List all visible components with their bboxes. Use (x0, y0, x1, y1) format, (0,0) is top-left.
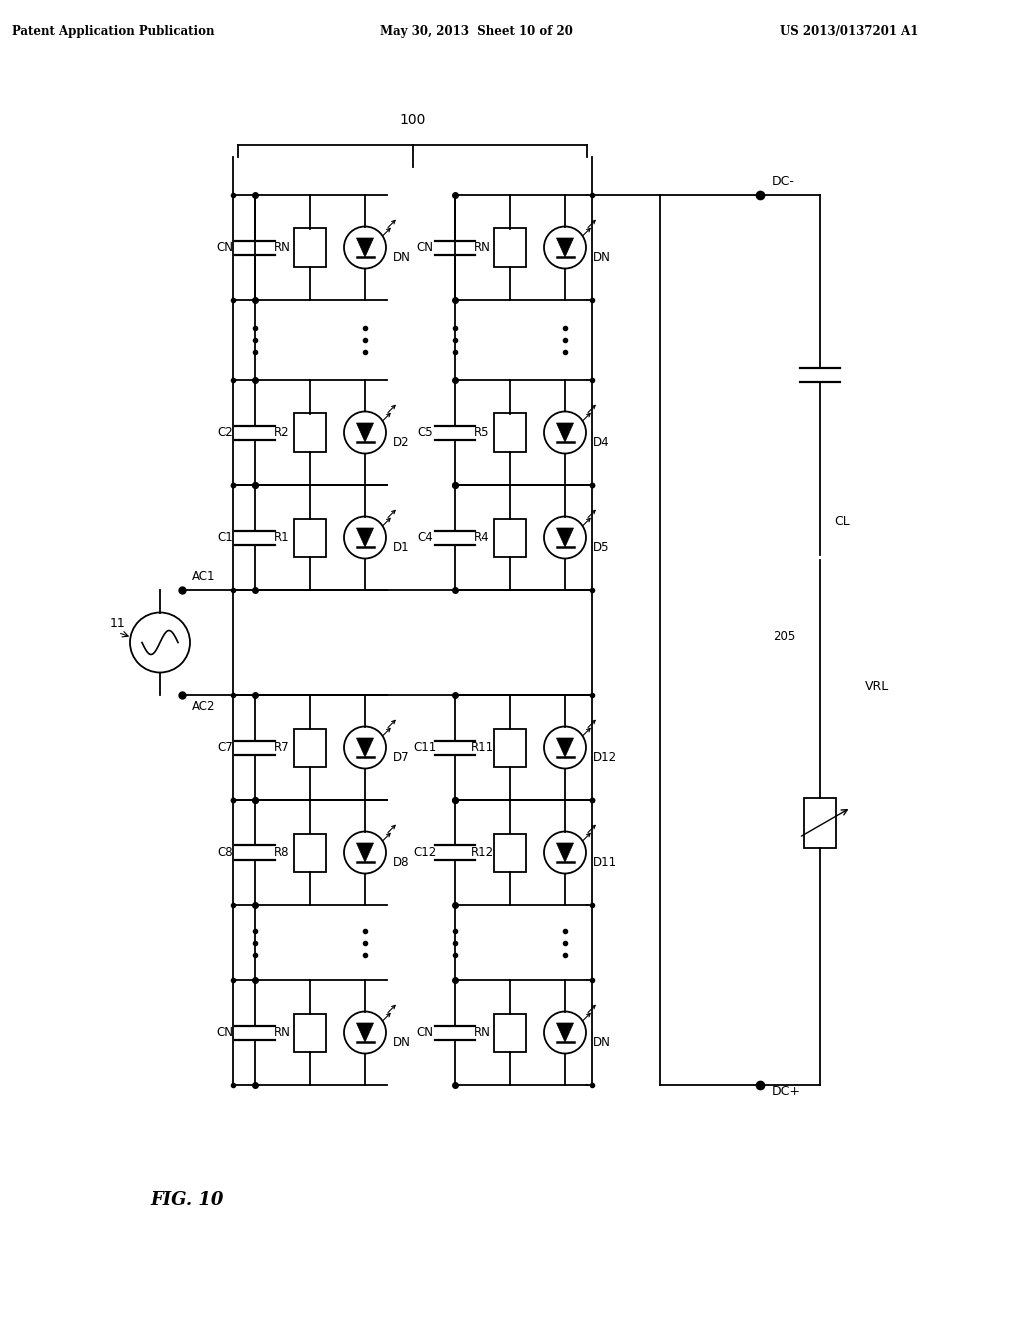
Text: R12: R12 (470, 846, 494, 859)
Text: DN: DN (393, 1036, 411, 1049)
Bar (294, 413, 326, 451)
Bar (294, 228, 326, 267)
Text: US 2013/0137201 A1: US 2013/0137201 A1 (780, 25, 919, 38)
Text: VRL: VRL (865, 680, 889, 693)
Text: RN: RN (273, 1026, 291, 1039)
Bar (294, 729, 326, 767)
Text: D2: D2 (393, 436, 410, 449)
Text: DN: DN (593, 1036, 611, 1049)
Text: D1: D1 (393, 541, 410, 554)
Polygon shape (556, 528, 573, 546)
Text: CN: CN (417, 1026, 433, 1039)
Text: 11: 11 (111, 618, 126, 631)
Polygon shape (356, 1023, 374, 1041)
Text: C2: C2 (217, 426, 232, 440)
Polygon shape (556, 843, 573, 862)
Text: FIG. 10: FIG. 10 (150, 1191, 223, 1209)
Bar (494, 833, 526, 871)
Text: C8: C8 (217, 846, 232, 859)
Polygon shape (356, 843, 374, 862)
Text: Patent Application Publication: Patent Application Publication (12, 25, 214, 38)
Text: AC1: AC1 (193, 570, 215, 583)
Polygon shape (556, 738, 573, 756)
Text: D8: D8 (393, 855, 410, 869)
Text: R4: R4 (474, 531, 489, 544)
Text: 100: 100 (399, 114, 426, 127)
Bar (294, 1014, 326, 1052)
Bar (294, 833, 326, 871)
Bar (494, 1014, 526, 1052)
Bar (494, 729, 526, 767)
Text: 205: 205 (773, 630, 795, 643)
Text: R11: R11 (470, 741, 494, 754)
Polygon shape (556, 238, 573, 257)
Polygon shape (556, 422, 573, 442)
Text: DN: DN (393, 251, 411, 264)
Text: C5: C5 (417, 426, 433, 440)
Text: DN: DN (593, 251, 611, 264)
Text: May 30, 2013  Sheet 10 of 20: May 30, 2013 Sheet 10 of 20 (380, 25, 572, 38)
Text: D5: D5 (593, 541, 609, 554)
Text: CN: CN (216, 242, 233, 253)
Bar (494, 413, 526, 451)
Text: R8: R8 (274, 846, 290, 859)
Text: D11: D11 (593, 855, 617, 869)
Text: AC2: AC2 (193, 700, 215, 713)
Text: D4: D4 (593, 436, 609, 449)
Text: R2: R2 (274, 426, 290, 440)
Text: CN: CN (216, 1026, 233, 1039)
Text: RN: RN (273, 242, 291, 253)
Text: CL: CL (835, 515, 850, 528)
Text: R1: R1 (274, 531, 290, 544)
Text: C4: C4 (417, 531, 433, 544)
Bar (804, 797, 836, 847)
Text: C11: C11 (414, 741, 436, 754)
Text: D7: D7 (393, 751, 410, 764)
Polygon shape (356, 528, 374, 546)
Text: RN: RN (473, 1026, 490, 1039)
Text: C1: C1 (217, 531, 232, 544)
Bar (294, 519, 326, 557)
Text: R5: R5 (474, 426, 489, 440)
Bar (494, 519, 526, 557)
Text: C7: C7 (217, 741, 232, 754)
Text: RN: RN (473, 242, 490, 253)
Polygon shape (356, 422, 374, 442)
Text: CN: CN (417, 242, 433, 253)
Text: DC+: DC+ (772, 1085, 801, 1098)
Text: DC-: DC- (772, 176, 795, 187)
Text: C12: C12 (414, 846, 436, 859)
Polygon shape (556, 1023, 573, 1041)
Text: D12: D12 (593, 751, 617, 764)
Polygon shape (356, 738, 374, 756)
Bar (494, 228, 526, 267)
Polygon shape (356, 238, 374, 257)
Text: R7: R7 (274, 741, 290, 754)
